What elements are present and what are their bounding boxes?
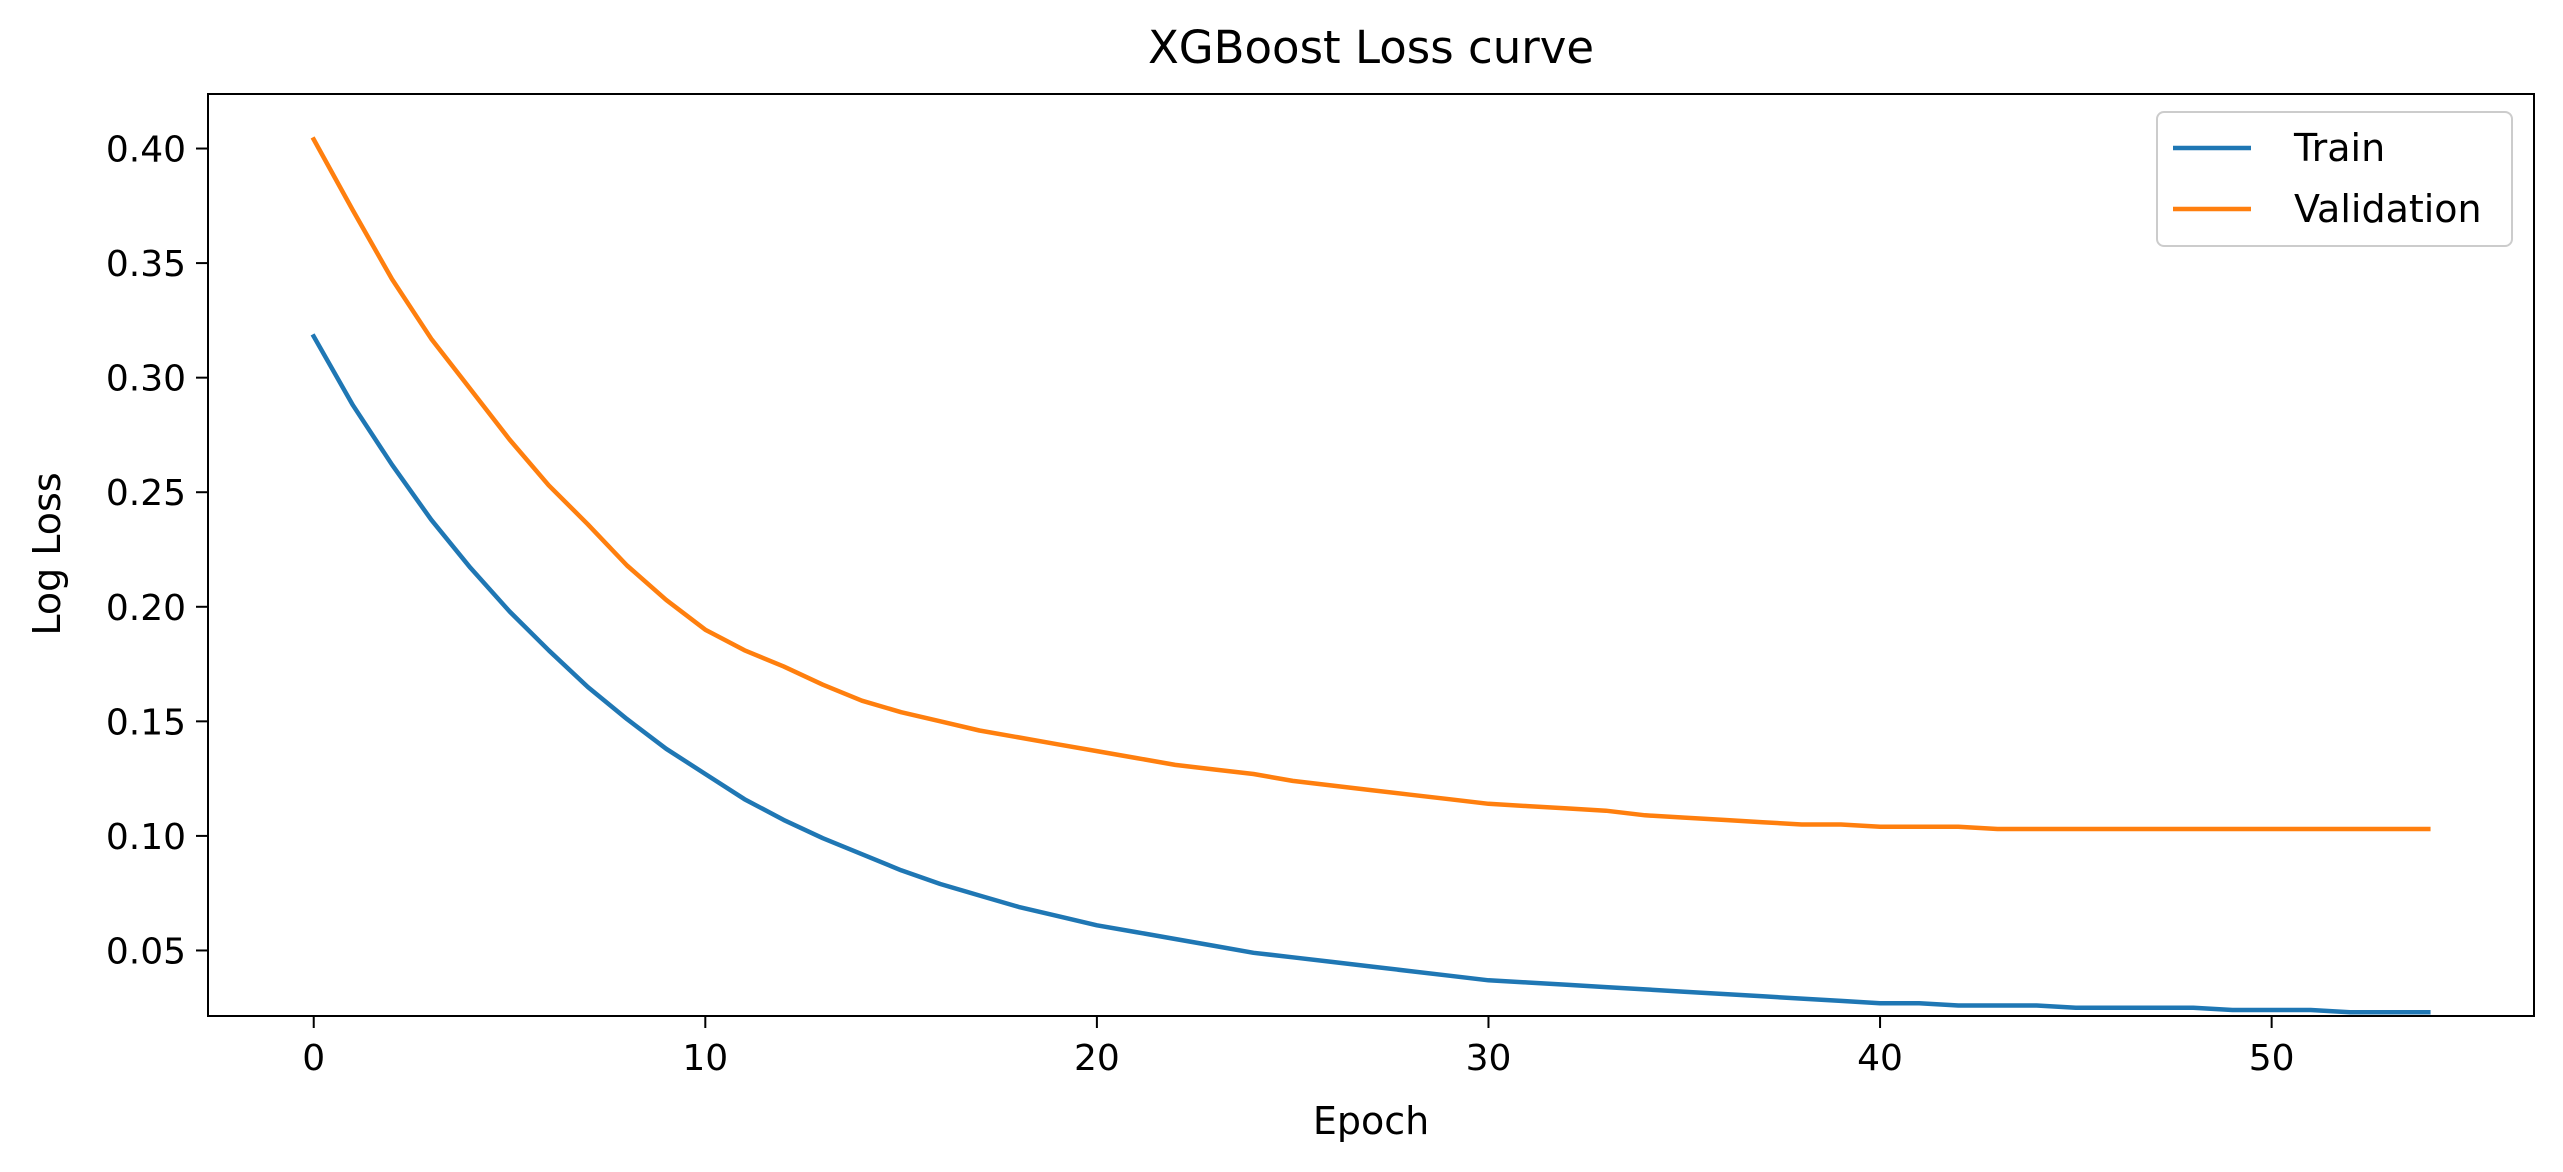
x-tick-label: 10 — [682, 1038, 728, 1079]
legend: Train Validation — [2156, 111, 2513, 247]
x-axis-ticks: 0 10 20 30 40 50 — [302, 1016, 2295, 1079]
legend-label-validation: Validation — [2294, 187, 2482, 231]
y-tick-label: 0.40 — [106, 130, 186, 171]
y-axis-label: Log Loss — [25, 472, 69, 635]
series-line-train — [310, 333, 2431, 1015]
x-tick-label: 20 — [1074, 1038, 1120, 1079]
x-tick-label: 0 — [302, 1038, 325, 1079]
x-tick-label: 50 — [2249, 1038, 2295, 1079]
x-tick-label: 30 — [1466, 1038, 1512, 1079]
plot-frame — [207, 93, 2535, 1017]
y-tick-label: 0.35 — [106, 244, 186, 285]
y-tick-label: 0.05 — [106, 931, 186, 972]
legend-box — [2156, 111, 2513, 247]
y-tick-label: 0.10 — [106, 817, 186, 858]
y-axis-ticks: 0.05 0.10 0.15 0.20 0.25 0.30 0.35 0.40 — [106, 130, 208, 972]
chart-title: XGBoost Loss curve — [1148, 21, 1594, 74]
series-lines — [310, 136, 2431, 1015]
y-tick-label: 0.30 — [106, 359, 186, 400]
x-tick-label: 40 — [1857, 1038, 1903, 1079]
legend-label-train: Train — [2293, 126, 2385, 170]
y-tick-label: 0.15 — [106, 702, 186, 743]
y-tick-label: 0.20 — [106, 588, 186, 629]
series-line-validation — [310, 136, 2431, 832]
x-axis-label: Epoch — [1313, 1099, 1429, 1143]
y-tick-label: 0.25 — [106, 473, 186, 514]
